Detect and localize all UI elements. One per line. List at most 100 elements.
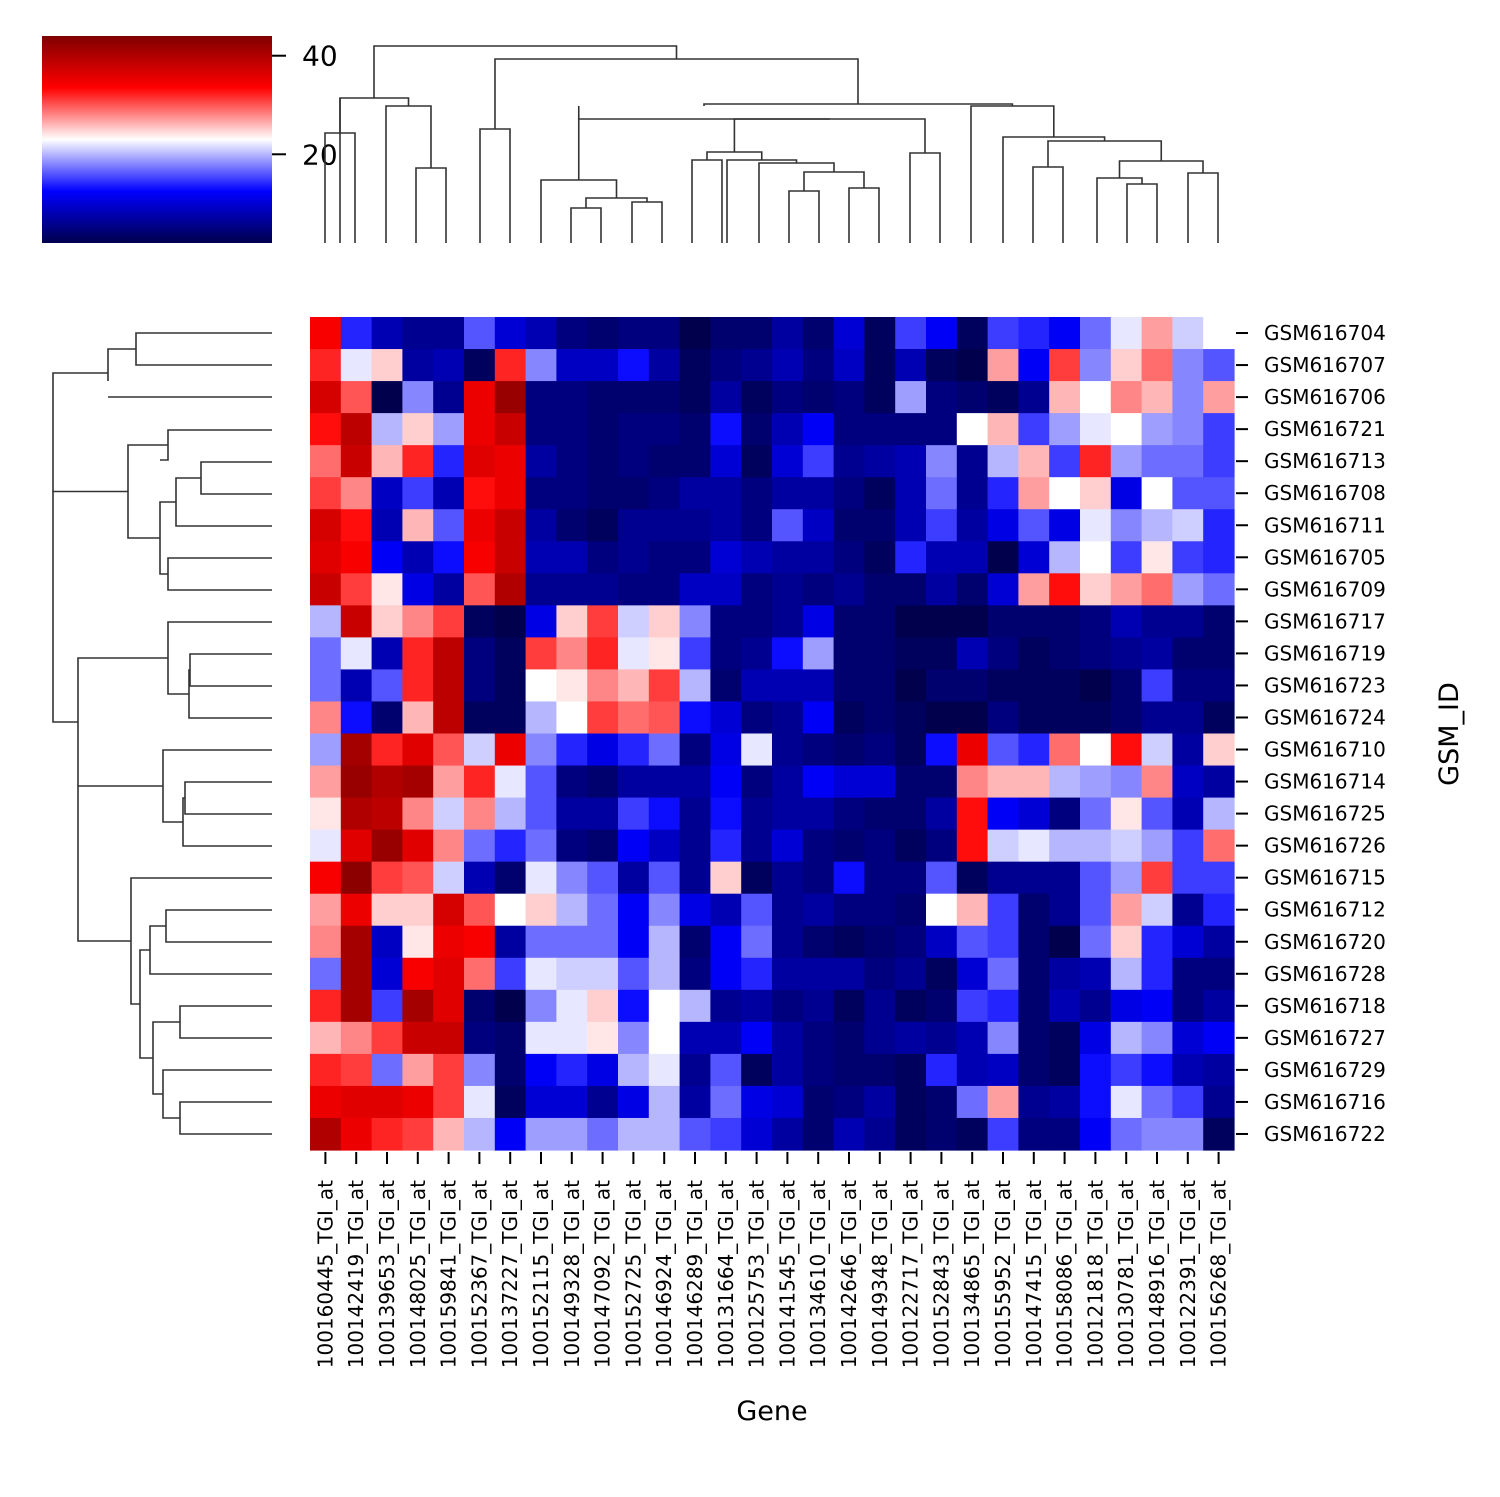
heatmap-cell: [648, 765, 681, 799]
heatmap-cell: [1018, 733, 1050, 767]
heatmap-cell: [556, 509, 588, 542]
heatmap-cell: [402, 893, 434, 927]
heatmap-cell: [587, 861, 619, 895]
heatmap-cell: [433, 1053, 465, 1087]
heatmap-cell: [710, 669, 742, 703]
heatmap-cell: [433, 413, 465, 446]
heatmap-cell: [525, 445, 557, 478]
heatmap-cell: [864, 509, 896, 542]
heatmap-cell: [1110, 509, 1143, 542]
heatmap-cell: [987, 1085, 1019, 1119]
heatmap-cell: [741, 1117, 773, 1151]
heatmap-cell: [310, 509, 342, 542]
heatmap-cell: [1141, 893, 1173, 927]
heatmap-cell: [956, 637, 989, 671]
heatmap-cell: [741, 509, 773, 542]
heatmap-cell: [926, 509, 958, 542]
heatmap-cell: [494, 637, 527, 671]
heatmap-cell: [648, 797, 681, 831]
heatmap-cell: [1080, 989, 1112, 1023]
heatmap-cell: [310, 477, 342, 510]
row-label: GSM616718: [1264, 994, 1386, 1018]
heatmap-cell: [340, 317, 373, 350]
heatmap-cell: [895, 1117, 927, 1151]
heatmap-cell: [864, 637, 896, 671]
heatmap-cell: [833, 797, 865, 831]
heatmap-cell: [802, 637, 835, 671]
heatmap-cell: [926, 797, 958, 831]
heatmap-cell: [926, 637, 958, 671]
column-label: 100147415_TGI_at: [1022, 1180, 1046, 1368]
heatmap-cell: [310, 1085, 342, 1119]
heatmap-cell: [679, 989, 711, 1023]
heatmap-cell: [1080, 445, 1112, 478]
heatmap-cell: [310, 701, 342, 735]
heatmap-cell: [340, 637, 373, 671]
heatmap-cell: [310, 893, 342, 927]
heatmap-cell: [1018, 893, 1050, 927]
heatmap-cell: [864, 541, 896, 574]
heatmap-cell: [587, 797, 619, 831]
heatmap-cell: [987, 733, 1019, 767]
heatmap-cell: [340, 893, 373, 927]
column-label: 100148916_TGI_at: [1145, 1180, 1169, 1368]
heatmap-cell: [833, 413, 865, 446]
heatmap-cell: [1080, 1021, 1112, 1055]
heatmap-cell: [741, 349, 773, 382]
heatmap-cell: [772, 541, 804, 574]
heatmap-cell: [1203, 1085, 1235, 1119]
heatmap-cell: [587, 925, 619, 959]
heatmap-cell: [433, 957, 465, 991]
heatmap-cell: [494, 509, 527, 542]
heatmap-cell: [710, 541, 742, 574]
heatmap-cell: [1172, 733, 1204, 767]
heatmap-cell: [926, 861, 958, 895]
heatmap-cell: [1141, 317, 1173, 350]
heatmap-cell: [926, 413, 958, 446]
heatmap-cell: [587, 573, 619, 606]
heatmap-cell: [433, 829, 465, 863]
heatmap-cell: [494, 573, 527, 606]
heatmap-cell: [741, 989, 773, 1023]
heatmap-cell: [710, 989, 742, 1023]
heatmap-cell: [864, 701, 896, 735]
heatmap-cell: [679, 477, 711, 510]
heatmap-cell: [741, 733, 773, 767]
heatmap-cell: [802, 509, 835, 542]
heatmap-cell: [679, 733, 711, 767]
heatmap-cell: [1172, 829, 1204, 863]
heatmap-cell: [464, 989, 496, 1023]
heatmap-cell: [371, 765, 403, 799]
heatmap-cell: [1172, 957, 1204, 991]
heatmap-cell: [1080, 381, 1112, 414]
heatmap-cell: [1110, 829, 1143, 863]
heatmap-cell: [464, 829, 496, 863]
heatmap-cell: [987, 1117, 1019, 1151]
heatmap-cell: [741, 701, 773, 735]
heatmap-cell: [340, 605, 373, 638]
heatmap-cell: [710, 1021, 742, 1055]
heatmap-cell: [648, 509, 681, 542]
row-label: GSM616722: [1264, 1122, 1386, 1146]
heatmap-cell: [556, 989, 588, 1023]
heatmap-cell: [741, 541, 773, 574]
heatmap-cell: [525, 1053, 557, 1087]
heatmap-cell: [525, 573, 557, 606]
colorbar-tick-label: 20: [302, 138, 338, 171]
heatmap-cell: [494, 861, 527, 895]
heatmap-cell: [648, 1021, 681, 1055]
row-label: GSM616715: [1264, 866, 1386, 890]
heatmap-cell: [433, 573, 465, 606]
heatmap-cell: [310, 413, 342, 446]
heatmap-cell: [340, 701, 373, 735]
heatmap-cell: [556, 573, 588, 606]
heatmap-cell: [895, 413, 927, 446]
heatmap-cell: [371, 477, 403, 510]
column-label: 100155952_TGI_at: [991, 1180, 1015, 1368]
heatmap-cell: [1080, 1085, 1112, 1119]
heatmap-cell: [587, 829, 619, 863]
heatmap-cell: [1080, 605, 1112, 638]
heatmap-cell: [618, 861, 650, 895]
heatmap-cell: [556, 861, 588, 895]
heatmap-cell: [679, 541, 711, 574]
